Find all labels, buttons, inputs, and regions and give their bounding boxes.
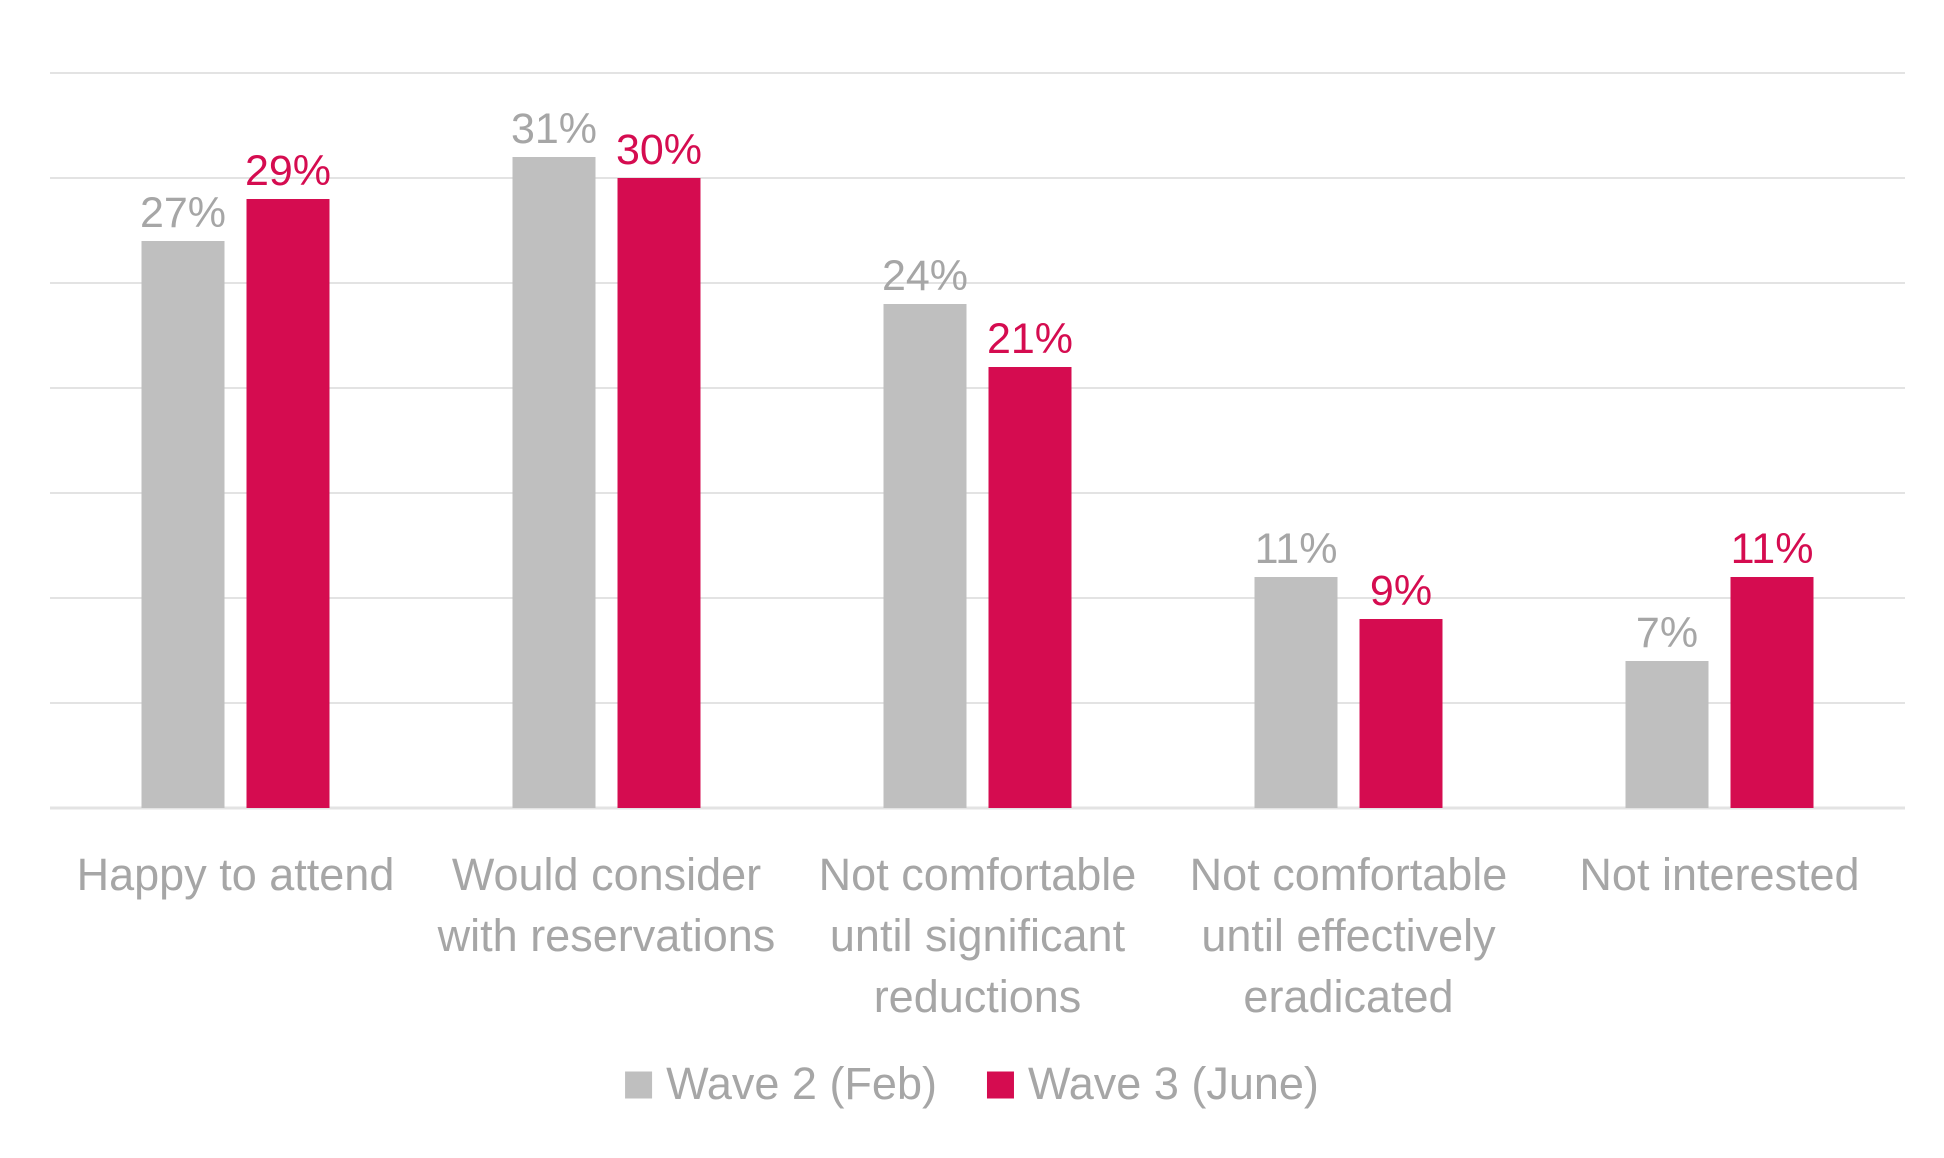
data-label: 30% <box>616 126 702 174</box>
bars <box>141 157 1814 808</box>
data-label: 7% <box>1636 609 1698 657</box>
legend-swatch <box>986 1071 1014 1099</box>
data-label: 11% <box>1255 525 1338 573</box>
bar <box>1730 577 1814 808</box>
data-label: 29% <box>245 147 331 195</box>
value-labels: 27% 29% 31% 30% 24% 21% 11% 9% 7% 11% <box>140 105 1813 657</box>
bar <box>512 157 596 808</box>
legend-swatch <box>625 1071 653 1099</box>
bar <box>883 304 967 808</box>
bar <box>246 199 330 808</box>
category-label: Not comfortable until significant reductio… <box>819 849 1137 1022</box>
gridlines <box>50 72 1905 810</box>
bar <box>141 241 225 808</box>
data-label: 9% <box>1370 567 1432 615</box>
category-label: Not comfortable until effectively eradicat… <box>1190 849 1508 1022</box>
category-label: Would consider with reservations <box>437 849 776 961</box>
bar <box>1625 661 1709 808</box>
category-label: Happy to attend <box>77 849 395 900</box>
data-label: 27% <box>140 189 226 237</box>
data-label: 24% <box>882 252 968 300</box>
category-label: Not interested <box>1579 849 1859 900</box>
legend-label: Wave 3 (June) <box>1028 1058 1319 1109</box>
data-label: 21% <box>987 315 1073 363</box>
legend-label: Wave 2 (Feb) <box>666 1058 937 1109</box>
data-label: 31% <box>511 105 597 153</box>
bar <box>617 178 701 808</box>
legend: Wave 2 (Feb) Wave 3 (June) <box>625 1058 1319 1109</box>
category-labels: Happy to attend Would consider with reserv… <box>77 849 1860 1022</box>
bar <box>988 367 1072 808</box>
bar <box>1254 577 1338 808</box>
data-label: 11% <box>1731 525 1814 573</box>
bar <box>1359 619 1443 808</box>
